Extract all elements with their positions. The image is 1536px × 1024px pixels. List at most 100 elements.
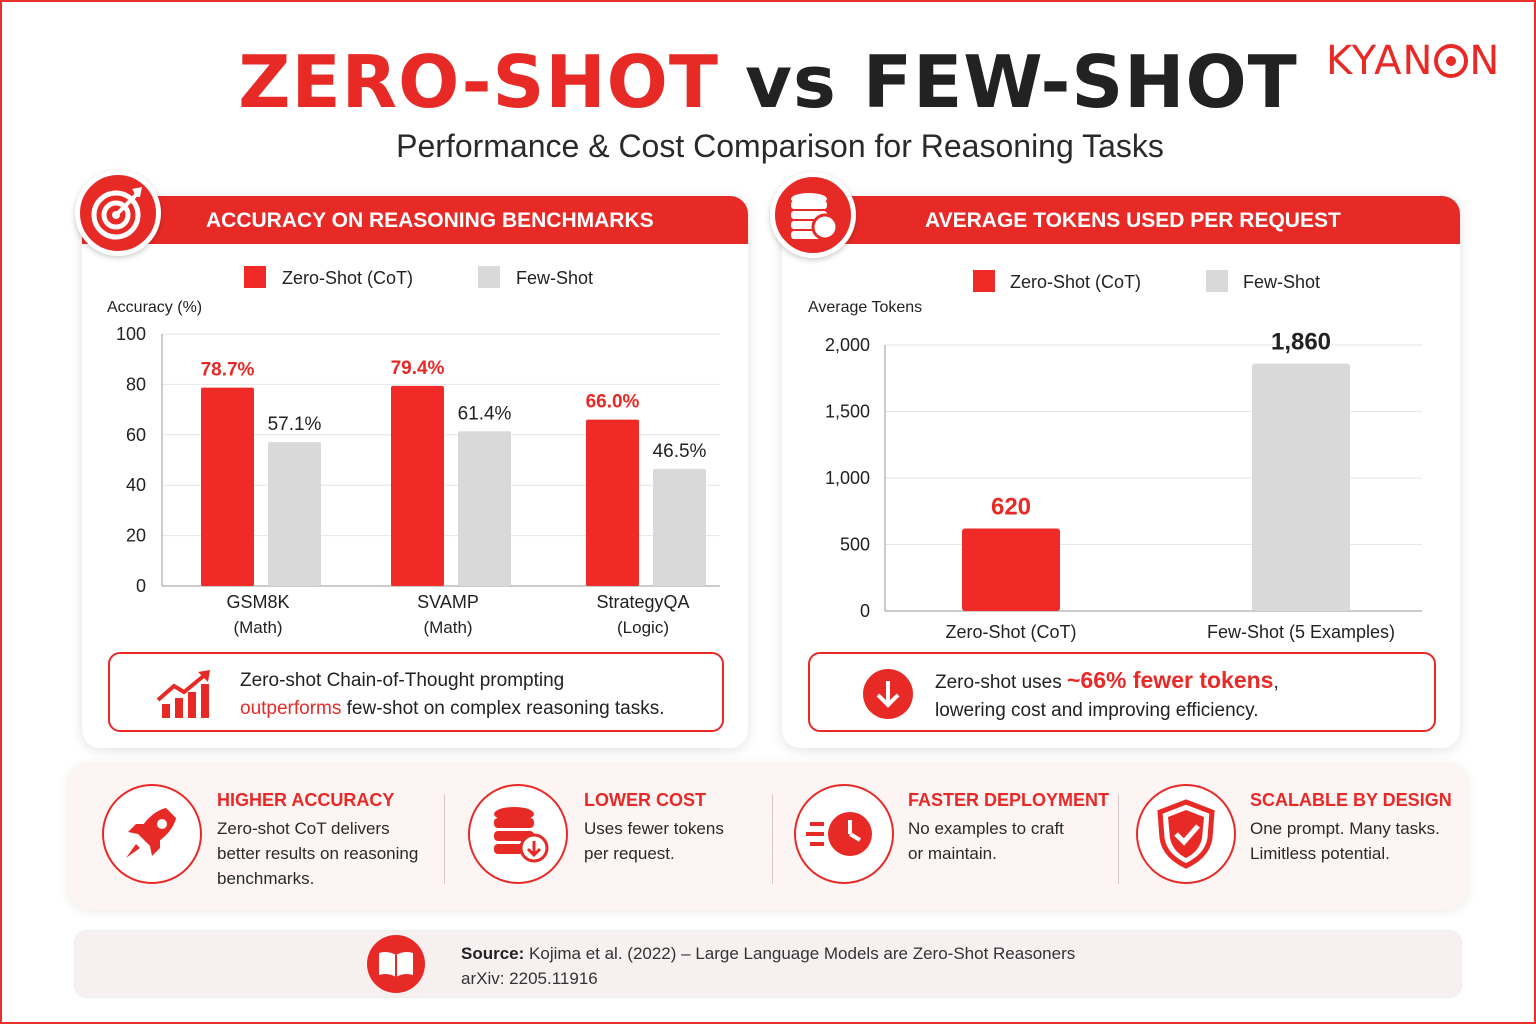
bar — [586, 419, 639, 586]
x-tick-sublabel: (Logic) — [617, 618, 669, 637]
legend-swatch — [973, 270, 995, 292]
feature-title-scalable: SCALABLE BY DESIGN — [1250, 790, 1452, 810]
feature-desc-accuracy: Zero-shot CoT delivers better results on… — [217, 816, 418, 891]
y-tick-label: 60 — [126, 425, 146, 445]
source-bar: Source: Kojima et al. (2022) – Large Lan… — [74, 930, 1462, 998]
brand-text-start: KYAN — [1326, 38, 1434, 84]
data-label: 78.7% — [201, 360, 255, 381]
feature-desc-cost: Uses fewer tokens per request. — [584, 816, 724, 866]
tokens-panel-header: AVERAGE TOKENS USED PER REQUEST — [782, 196, 1460, 244]
feature-line: One prompt. Many tasks. — [1250, 819, 1440, 838]
source-text: Source: Kojima et al. (2022) – Large Lan… — [461, 941, 1075, 991]
accuracy-callout-line1: Zero-shot Chain-of-Thought prompting — [240, 670, 565, 691]
brand-target-o-icon — [1434, 44, 1469, 78]
tokens-callout-start: Zero-shot uses — [935, 672, 1067, 693]
tokens-bar-chart: Zero-Shot (CoT) Few-Shot Average Tokens 0 50… — [808, 270, 1422, 642]
coins-stack-icon — [770, 172, 856, 258]
data-label: 1,860 — [1271, 329, 1331, 356]
legend-label: Few-Shot — [1243, 272, 1320, 292]
brand-text-end: N — [1469, 38, 1501, 84]
feature-line: or maintain. — [908, 844, 997, 863]
feature-divider — [444, 794, 445, 884]
features-strip: HIGHER ACCURACY Zero-shot CoT delivers b… — [68, 762, 1468, 910]
tokens-callout-text: Zero-shot uses ~66% fewer tokens, loweri… — [935, 666, 1279, 725]
y-tick-label: 20 — [126, 526, 146, 546]
open-book-icon — [367, 935, 425, 993]
accuracy-panel-header: ACCURACY ON REASONING BENCHMARKS — [82, 196, 748, 244]
y-tick-label: 1,000 — [825, 468, 870, 488]
title-vs: vs — [745, 40, 837, 124]
feature-line: Uses fewer tokens — [584, 819, 724, 838]
feature-line: Limitless potential. — [1250, 844, 1390, 863]
page-subtitle: Performance & Cost Comparison for Reason… — [396, 128, 1164, 164]
legend-swatch — [1206, 270, 1228, 292]
feature-divider — [772, 794, 773, 884]
feature-higher-accuracy: HIGHER ACCURACY Zero-shot CoT delivers b… — [102, 762, 442, 910]
feature-title-accuracy: HIGHER ACCURACY — [217, 790, 395, 810]
accuracy-callout-highlight: outperforms — [240, 698, 342, 719]
rocket-icon — [102, 784, 202, 884]
fast-clock-icon — [794, 784, 894, 884]
tokens-callout-line2: lowering cost and improving efficiency. — [935, 700, 1259, 721]
x-tick-label: GSM8K — [226, 592, 289, 612]
legend-swatch — [244, 266, 266, 288]
data-label: 79.4% — [391, 358, 445, 379]
y-tick-label: 100 — [116, 324, 146, 344]
title-zero-shot: ZERO-SHOT — [238, 40, 719, 124]
brand-logo: KYAN N — [1326, 38, 1500, 84]
feature-faster-deployment: FASTER DEPLOYMENT No examples to craft o… — [794, 762, 1124, 910]
legend-label: Few-Shot — [516, 268, 593, 288]
data-label: 66.0% — [586, 392, 640, 413]
y-tick-label: 0 — [136, 576, 146, 596]
tokens-callout: Zero-shot uses ~66% fewer tokens, loweri… — [808, 652, 1436, 732]
source-citation: Kojima et al. (2022) – Large Language Mo… — [524, 944, 1076, 963]
bar — [201, 387, 254, 586]
feature-line: benchmarks. — [217, 869, 315, 888]
accuracy-callout: Zero-shot Chain-of-Thought prompting out… — [108, 652, 724, 732]
y-tick-label: 1,500 — [825, 402, 870, 422]
source-arxiv: arXiv: 2205.11916 — [461, 969, 598, 988]
feature-line: Zero-shot CoT delivers — [217, 819, 390, 838]
accuracy-bar-chart: Zero-Shot (CoT) Few-Shot Accuracy (%) 0 20 40… — [107, 266, 720, 637]
feature-title-deployment: FASTER DEPLOYMENT — [908, 790, 1110, 810]
rising-chart-icon — [156, 670, 210, 718]
data-label: 46.5% — [653, 441, 707, 462]
page-title: ZERO-SHOT vs FEW-SHOT — [0, 40, 1536, 124]
accuracy-callout-text: Zero-shot Chain-of-Thought prompting out… — [240, 667, 665, 723]
feature-divider — [1118, 794, 1119, 884]
y-tick-label: 2,000 — [825, 335, 870, 355]
feature-line: per request. — [584, 844, 675, 863]
x-tick-label: Zero-Shot (CoT) — [945, 622, 1076, 642]
x-tick-sublabel: (Math) — [233, 618, 282, 637]
bar — [653, 468, 706, 586]
y-tick-label: 500 — [840, 535, 870, 555]
legend-label: Zero-Shot (CoT) — [1010, 272, 1141, 292]
tokens-callout-highlight: ~66% fewer tokens — [1067, 667, 1274, 693]
x-tick-label: SVAMP — [417, 592, 479, 612]
database-down-icon — [468, 784, 568, 884]
feature-line: better results on reasoning — [217, 844, 419, 863]
bar — [962, 528, 1060, 611]
bar — [391, 385, 444, 586]
shield-check-icon — [1136, 784, 1236, 884]
bar — [458, 431, 511, 586]
tokens-callout-end: , — [1273, 672, 1279, 693]
source-label: Source: — [461, 944, 525, 963]
legend-swatch — [478, 266, 500, 288]
bar — [268, 442, 321, 586]
target-icon — [75, 170, 161, 256]
data-label: 57.1% — [268, 414, 322, 435]
feature-scalable: SCALABLE BY DESIGN One prompt. Many task… — [1136, 762, 1456, 910]
legend-label: Zero-Shot (CoT) — [282, 268, 413, 288]
x-tick-label: Few-Shot (5 Examples) — [1207, 622, 1395, 642]
y-axis-title: Accuracy (%) — [107, 299, 202, 316]
x-tick-label: StrategyQA — [596, 592, 689, 612]
feature-line: No examples to craft — [908, 819, 1064, 838]
feature-title-cost: LOWER COST — [584, 790, 706, 810]
y-tick-label: 40 — [126, 475, 146, 495]
feature-desc-scalable: One prompt. Many tasks. Limitless potent… — [1250, 816, 1440, 866]
feature-lower-cost: LOWER COST Uses fewer tokens per request… — [468, 762, 768, 910]
data-label: 620 — [991, 494, 1031, 521]
y-tick-label: 0 — [860, 601, 870, 621]
